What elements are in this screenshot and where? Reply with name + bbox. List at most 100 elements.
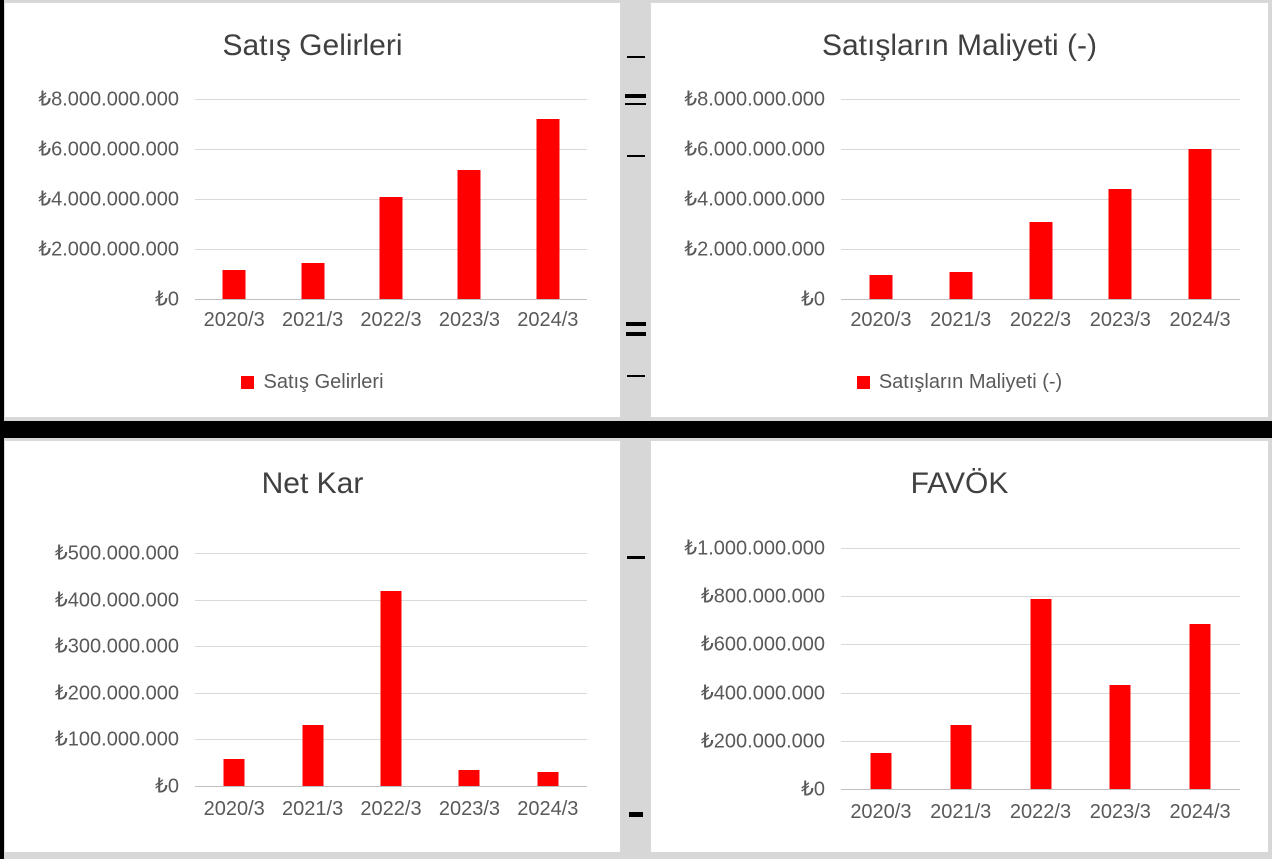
x-tick-label: 2021/3: [282, 309, 344, 331]
legend: Satış Gelirleri: [5, 371, 620, 394]
x-tick-label: 2023/3: [438, 309, 500, 331]
bar-2021/3: [302, 725, 324, 786]
bar-2024/3: [1189, 623, 1211, 789]
bar-2023/3: [457, 170, 481, 299]
y-tick-label: ₺500.000.000: [55, 542, 179, 565]
x-tick-label: 2022/3: [360, 798, 422, 820]
x-tick-label: 2020/3: [203, 798, 265, 820]
x-tick-label: 2020/3: [850, 801, 912, 823]
y-tick-label: ₺8.000.000.000: [38, 88, 179, 111]
bar-2022/3: [380, 591, 402, 786]
chart-satis-gelirleri: Satış Gelirleri ₺8.000.000.000 ₺6.000.000…: [4, 2, 621, 418]
x-tick-label: 2023/3: [438, 798, 500, 820]
y-tick-label: ₺100.000.000: [55, 728, 179, 751]
x-axis-labels: 2020/3 2021/3 2022/3 2023/3 2024/3: [195, 309, 587, 332]
y-tick-label: ₺6.000.000.000: [684, 138, 825, 161]
bar-2021/3: [301, 262, 325, 299]
bar-2023/3: [1109, 685, 1131, 789]
bar-2023/3: [1108, 189, 1132, 299]
x-tick-label: 2021/3: [282, 798, 344, 820]
gutter-artifact-mark: [629, 812, 643, 817]
x-tick-label: 2020/3: [850, 309, 912, 331]
y-tick-label: ₺0: [801, 288, 825, 311]
gridline: [841, 548, 1240, 549]
bar-2021/3: [949, 271, 973, 299]
y-tick-label: ₺6.000.000.000: [38, 138, 179, 161]
legend: Satışların Maliyeti (-): [651, 371, 1268, 394]
legend-label: Satış Gelirleri: [263, 371, 384, 393]
chart-title: Net Kar: [261, 467, 364, 500]
plot-area: [195, 99, 587, 300]
y-tick-label: ₺4.000.000.000: [38, 188, 179, 211]
y-axis-labels: ₺500.000.000 ₺400.000.000 ₺300.000.000 ₺200…: [5, 543, 179, 798]
gutter-artifact-mark: [626, 322, 646, 326]
chart-favok: FAVÖK ₺1.000.000.000 ₺800.000.000 ₺600.000…: [650, 440, 1269, 853]
chart-title: Satış Gelirleri: [222, 29, 403, 62]
row-divider-bar: [0, 421, 1272, 438]
x-axis-labels: 2020/3 2021/3 2022/3 2023/3 2024/3: [841, 309, 1240, 332]
y-tick-label: ₺200.000.000: [55, 682, 179, 705]
y-tick-label: ₺0: [155, 288, 179, 311]
x-tick-label: 2024/3: [1169, 309, 1231, 331]
y-tick-label: ₺200.000.000: [701, 730, 825, 753]
legend-label: Satışların Maliyeti (-): [878, 371, 1063, 393]
x-tick-label: 2024/3: [517, 798, 579, 820]
bar-2022/3: [1030, 598, 1051, 789]
y-tick-label: ₺2.000.000.000: [684, 238, 825, 261]
bar-2020/3: [222, 270, 246, 299]
x-tick-label: 2021/3: [930, 801, 992, 823]
bar-2020/3: [223, 759, 245, 786]
gutter-artifact-mark: [626, 332, 646, 336]
y-tick-label: ₺8.000.000.000: [684, 88, 825, 111]
gridline: [841, 99, 1240, 100]
legend-swatch: [856, 376, 870, 389]
gutter-artifact-mark: [627, 375, 645, 377]
gridline: [195, 99, 587, 100]
x-axis-line: [195, 299, 587, 300]
y-tick-label: ₺600.000.000: [701, 633, 825, 656]
x-tick-label: 2022/3: [1009, 801, 1072, 823]
plot-area: [195, 553, 587, 787]
gutter-artifact-mark: [627, 155, 645, 157]
gridline: [195, 149, 587, 150]
x-tick-label: 2024/3: [517, 309, 579, 331]
y-tick-label: ₺0: [155, 775, 179, 798]
gridline: [841, 149, 1240, 150]
y-axis-labels: ₺8.000.000.000 ₺6.000.000.000 ₺4.000.000.0…: [651, 89, 825, 311]
gutter-artifact-mark: [625, 94, 646, 98]
x-tick-label: 2020/3: [203, 309, 265, 331]
gutter-artifact-mark: [625, 103, 646, 105]
chart-title: FAVÖK: [910, 467, 1009, 500]
x-tick-label: 2023/3: [1089, 309, 1151, 331]
legend-swatch: [241, 376, 255, 389]
x-tick-label: 2022/3: [360, 309, 422, 331]
bar-2024/3: [537, 772, 559, 786]
gridline: [841, 199, 1240, 200]
x-axis-line: [841, 789, 1240, 790]
y-tick-label: ₺400.000.000: [701, 682, 825, 705]
x-tick-label: 2021/3: [930, 309, 992, 331]
y-tick-label: ₺1.000.000.000: [684, 537, 825, 560]
x-axis-labels: 2020/3 2021/3 2022/3 2023/3 2024/3: [195, 798, 587, 821]
chart-satislarin-maliyeti: Satışların Maliyeti (-) ₺8.000.000.000 ₺6…: [650, 2, 1269, 418]
gutter-artifact-mark: [627, 556, 645, 559]
x-tick-label: 2022/3: [1009, 309, 1072, 331]
bar-2024/3: [536, 119, 560, 299]
plot-area: [841, 548, 1240, 790]
chart-title: Satışların Maliyeti (-): [821, 29, 1098, 62]
bar-2023/3: [458, 770, 480, 786]
y-axis-labels: ₺8.000.000.000 ₺6.000.000.000 ₺4.000.000.0…: [5, 89, 179, 311]
x-axis-line: [195, 786, 587, 787]
x-axis-labels: 2020/3 2021/3 2022/3 2023/3 2024/3: [841, 801, 1240, 824]
y-tick-label: ₺2.000.000.000: [38, 238, 179, 261]
bar-2020/3: [869, 275, 893, 299]
gutter-artifact-mark: [627, 56, 645, 58]
bar-2020/3: [870, 752, 892, 789]
x-tick-label: 2024/3: [1169, 801, 1231, 823]
plot-area: [841, 99, 1240, 300]
bar-2021/3: [950, 725, 972, 789]
y-axis-labels: ₺1.000.000.000 ₺800.000.000 ₺600.000.000 ₺4…: [651, 538, 825, 801]
x-tick-label: 2023/3: [1089, 801, 1151, 823]
gridline: [841, 596, 1240, 598]
